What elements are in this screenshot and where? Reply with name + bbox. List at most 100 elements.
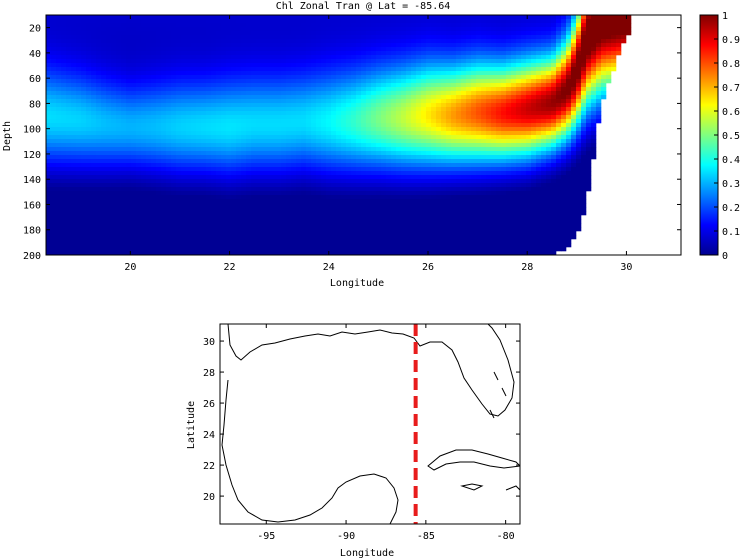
heatmap-cell [286, 239, 292, 244]
heatmap-cell [396, 195, 402, 200]
heatmap-cell [281, 203, 287, 208]
heatmap-cell [241, 159, 247, 164]
heatmap-cell [231, 79, 237, 84]
heatmap-cell [431, 179, 437, 184]
heatmap-cell [241, 123, 247, 128]
heatmap-cell [391, 187, 397, 192]
heatmap-cell [61, 63, 67, 68]
heatmap-cell [436, 147, 442, 152]
heatmap-cell [316, 163, 322, 168]
heatmap-cell [276, 139, 282, 144]
heatmap-cell [221, 207, 227, 212]
heatmap-cell [246, 51, 252, 56]
heatmap-cell [236, 87, 242, 92]
heatmap-cell [61, 191, 67, 196]
heatmap-cell [451, 219, 457, 224]
heatmap-cell [251, 147, 257, 152]
heatmap-cell [136, 23, 142, 28]
heatmap-cell [71, 95, 77, 100]
heatmap-cell [446, 139, 452, 144]
heatmap-cell [361, 187, 367, 192]
heatmap-cell [266, 87, 272, 92]
heatmap-cell [396, 163, 402, 168]
heatmap-cell [401, 243, 407, 248]
heatmap-cell [416, 43, 422, 48]
heatmap-cell [431, 215, 437, 220]
heatmap-cell [446, 31, 452, 36]
heatmap-cell [251, 35, 257, 40]
heatmap-cell [156, 187, 162, 192]
heatmap-cell [131, 167, 137, 172]
heatmap-cell [101, 67, 107, 72]
heatmap-cell [71, 67, 77, 72]
heatmap-cell [281, 79, 287, 84]
heatmap-cell [91, 103, 97, 108]
heatmap-cell [311, 43, 317, 48]
heatmap-cell [86, 179, 92, 184]
heatmap-cell [116, 99, 122, 104]
heatmap-cell [281, 95, 287, 100]
heatmap-cell [236, 35, 242, 40]
heatmap-cell [261, 91, 267, 96]
heatmap-cell [201, 39, 207, 44]
heatmap-cell [51, 111, 57, 116]
heatmap-cell [126, 131, 132, 136]
heatmap-cell [401, 191, 407, 196]
heatmap-cell [431, 35, 437, 40]
heatmap-cell [341, 143, 347, 148]
heatmap-cell [426, 119, 432, 124]
heatmap-cell [201, 239, 207, 244]
heatmap-cell [116, 15, 122, 20]
heatmap-cell [136, 27, 142, 32]
heatmap-cell [131, 219, 137, 224]
heatmap-cell [71, 123, 77, 128]
heatmap-cell [251, 19, 257, 24]
heatmap-cell [416, 59, 422, 64]
heatmap-cell [271, 75, 277, 80]
heatmap-cell [251, 195, 257, 200]
heatmap-cell [71, 187, 77, 192]
heatmap-cell [111, 91, 117, 96]
heatmap-cell [396, 55, 402, 60]
heatmap-cell [66, 31, 72, 36]
heatmap-cell [181, 87, 187, 92]
heatmap-cell [146, 51, 152, 56]
heatmap-cell [261, 19, 267, 24]
heatmap-cell [56, 227, 62, 232]
heatmap-cell [216, 167, 222, 172]
heatmap-cell [131, 119, 137, 124]
heatmap-cell [391, 127, 397, 132]
heatmap-cell [366, 175, 372, 180]
heatmap-cell [446, 107, 452, 112]
heatmap-cell [391, 183, 397, 188]
heatmap-cell [101, 243, 107, 248]
heatmap-cell [51, 51, 57, 56]
heatmap-cell [211, 203, 217, 208]
heatmap-cell [51, 123, 57, 128]
heatmap-cell [241, 111, 247, 116]
heatmap-cell [451, 163, 457, 168]
heatmap-cell [151, 147, 157, 152]
heatmap-cell [201, 243, 207, 248]
heatmap-cell [246, 191, 252, 196]
heatmap-cell [131, 63, 137, 68]
heatmap-cell [81, 95, 87, 100]
heatmap-cell [401, 163, 407, 168]
heatmap-cell [306, 131, 312, 136]
heatmap-cell [136, 39, 142, 44]
heatmap-cell [76, 67, 82, 72]
heatmap-cell [396, 115, 402, 120]
heatmap-cell [386, 35, 392, 40]
heatmap-cell [281, 251, 287, 255]
heatmap-cell [136, 171, 142, 176]
heatmap-cell [446, 207, 452, 212]
heatmap-cell [276, 87, 282, 92]
heatmap-cell [301, 87, 307, 92]
heatmap-cell [361, 99, 367, 104]
heatmap-cell [216, 223, 222, 228]
heatmap-cell [106, 135, 112, 140]
heatmap-cell [401, 43, 407, 48]
heatmap-cell [76, 211, 82, 216]
heatmap-cell [386, 67, 392, 72]
heatmap-cell [266, 231, 272, 236]
